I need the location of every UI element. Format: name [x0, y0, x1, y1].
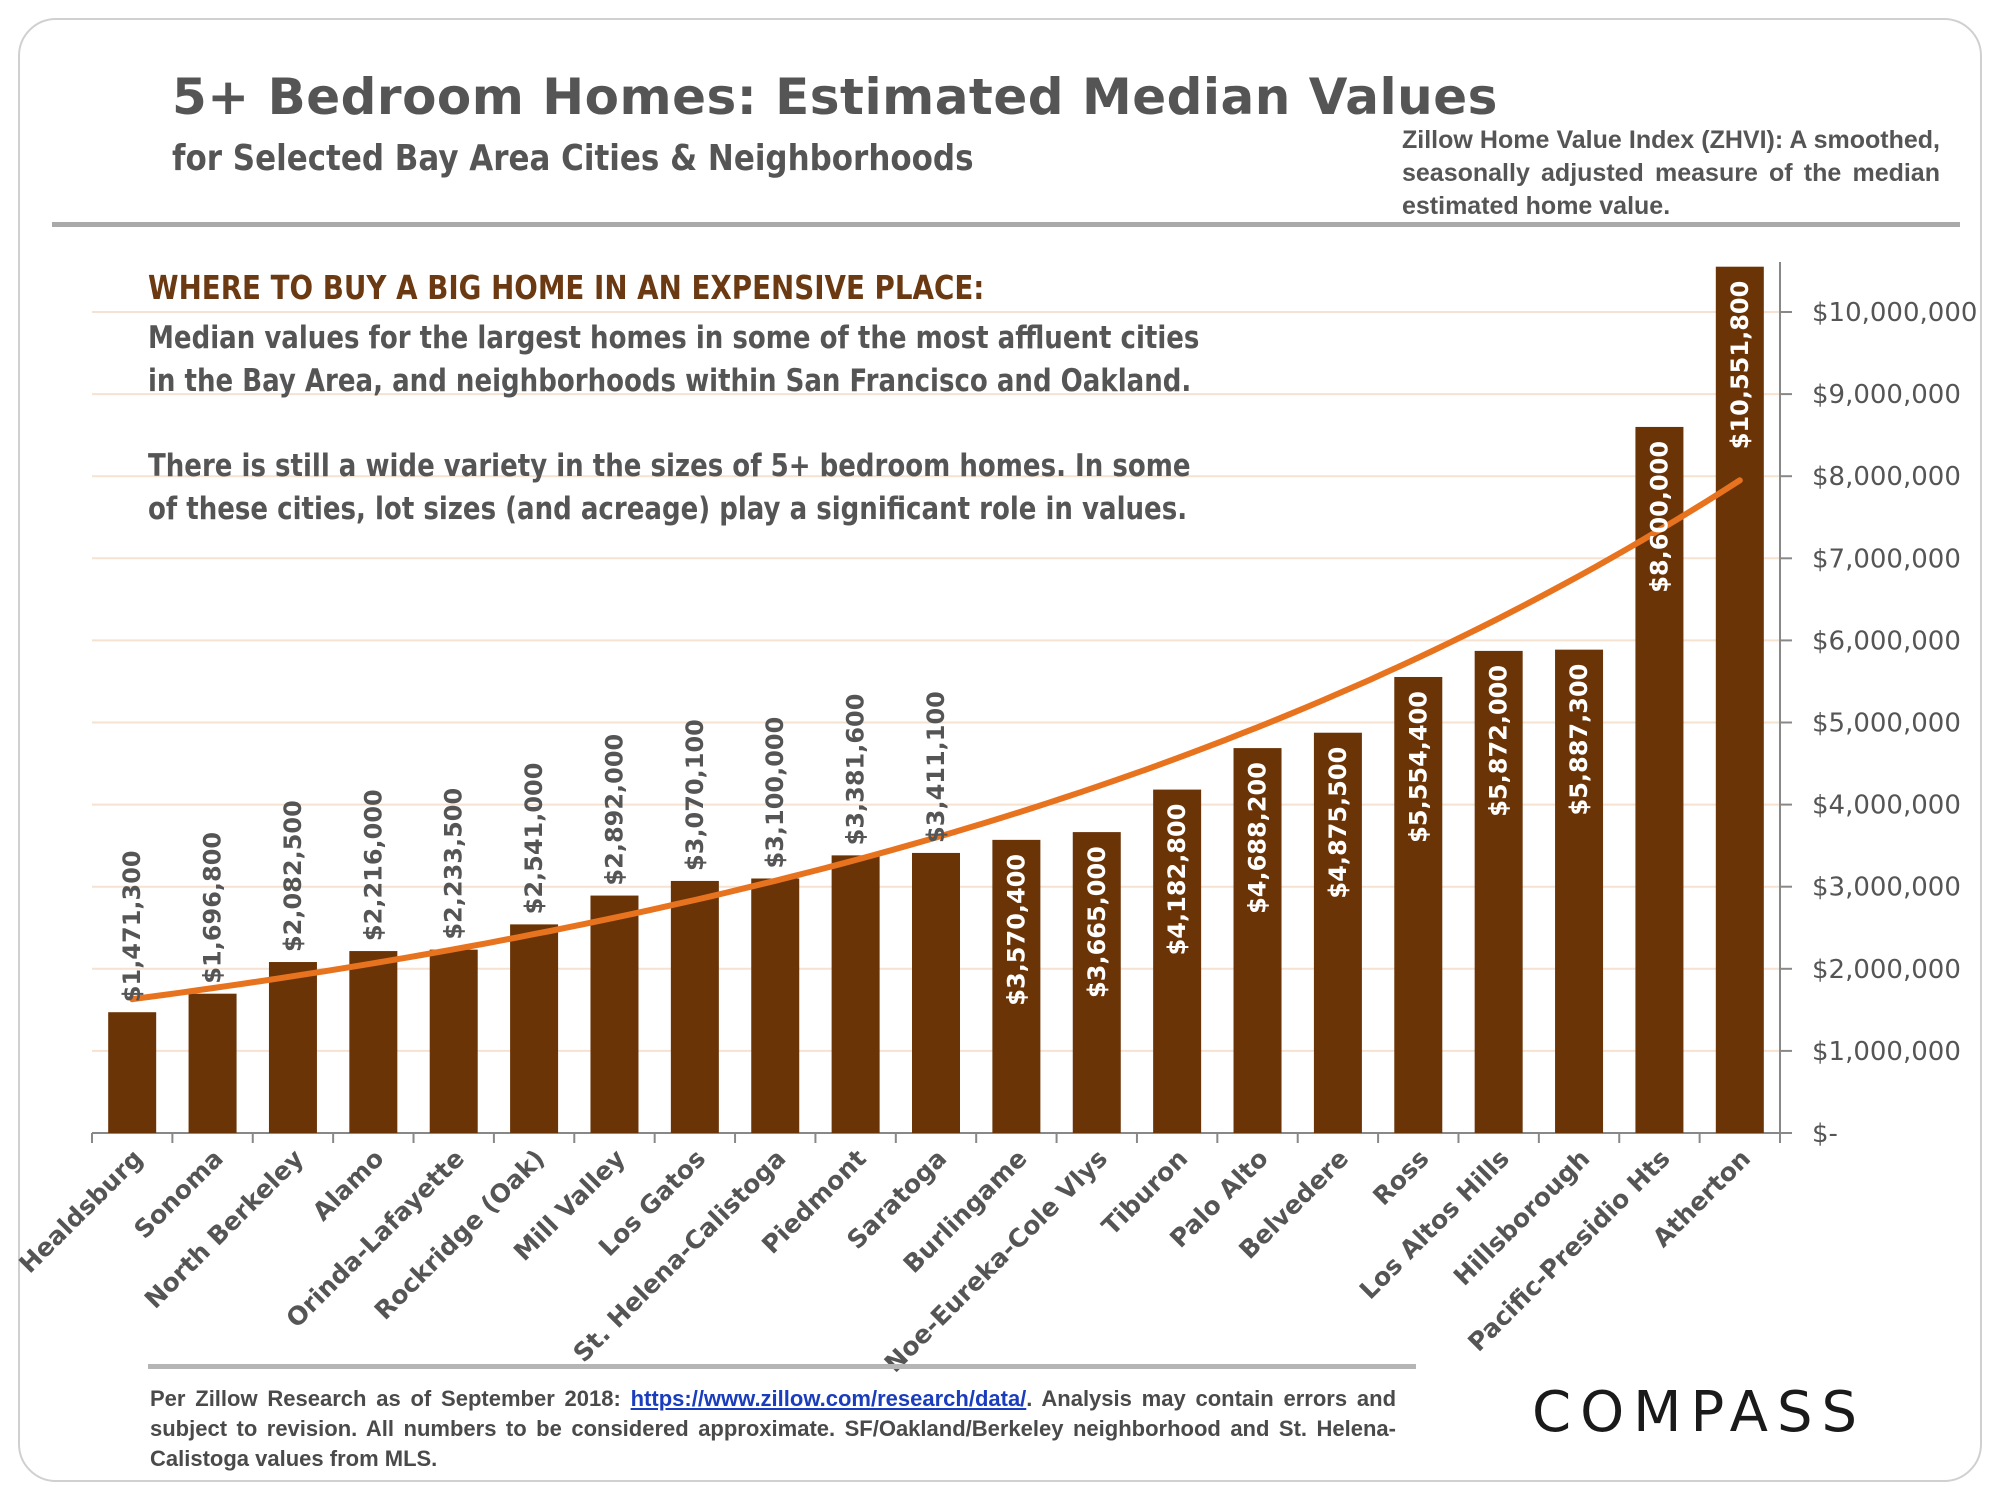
- y-tick-label: $-: [1812, 1119, 1838, 1149]
- category-label: Hillsborough: [1448, 1144, 1595, 1291]
- value-label: $3,665,000: [1083, 846, 1111, 998]
- bar: [1153, 789, 1202, 1133]
- y-tick-label: $8,000,000: [1812, 462, 1961, 492]
- value-label: $5,872,000: [1485, 665, 1513, 817]
- y-tick-label: $10,000,000: [1812, 298, 1977, 328]
- callout-line-2: in the Bay Area, and neighborhoods withi…: [148, 363, 1192, 399]
- category-label: Healdsburg: [13, 1144, 148, 1279]
- value-label: $4,688,200: [1244, 762, 1272, 914]
- slide-frame: [18, 18, 1982, 1482]
- source-suffix: . Analysis may contain errors and subjec…: [150, 1386, 1397, 1471]
- bar: [912, 852, 960, 1133]
- value-label: $2,233,500: [440, 788, 468, 940]
- category-label: Los Altos Hills: [1354, 1144, 1515, 1305]
- trendline: [129, 477, 1743, 1003]
- bar: [1233, 748, 1282, 1133]
- bar: [188, 993, 237, 1133]
- callout-line-4: of these cities, lot sizes (and acreage)…: [148, 491, 1188, 527]
- y-tick-label: $2,000,000: [1812, 955, 1961, 985]
- bar: [1715, 266, 1764, 1133]
- category-label: North Berkeley: [139, 1144, 309, 1314]
- bar: [590, 895, 639, 1133]
- callout-paragraph-1: Median values for the largest homes in s…: [148, 317, 1200, 403]
- y-tick-label: $9,000,000: [1812, 380, 1961, 410]
- bar: [349, 951, 398, 1133]
- bar: [108, 1012, 157, 1133]
- source-prefix: Per Zillow Research as of September 2018…: [150, 1386, 631, 1411]
- compass-logo: COMPASS: [1532, 1380, 1867, 1445]
- y-tick-label: $6,000,000: [1812, 626, 1961, 656]
- bar: [751, 878, 800, 1133]
- value-label: $5,887,300: [1565, 664, 1593, 816]
- value-label: $1,696,800: [199, 832, 227, 984]
- zhvi-note: Zillow Home Value Index (ZHVI): A smooth…: [1402, 126, 1940, 220]
- bar: [510, 924, 559, 1133]
- footer-divider: [148, 1364, 1416, 1369]
- page-title: 5+ Bedroom Homes: Estimated Median Value…: [172, 68, 1498, 126]
- y-tick-label: $5,000,000: [1812, 709, 1961, 739]
- value-label: $2,082,500: [279, 800, 307, 952]
- source-note: Per Zillow Research as of September 2018…: [150, 1384, 1396, 1474]
- value-label: $3,411,100: [922, 691, 950, 843]
- value-label: $4,875,500: [1324, 747, 1352, 899]
- category-label: Ross: [1367, 1144, 1434, 1211]
- callout-box: WHERE TO BUY A BIG HOME IN AN EXPENSIVE …: [148, 268, 1208, 531]
- bar: [992, 839, 1041, 1133]
- header-divider: [52, 222, 1960, 227]
- value-label: $10,551,800: [1726, 281, 1754, 450]
- category-label: Alamo: [307, 1144, 390, 1227]
- bar: [1474, 650, 1523, 1133]
- callout-line-3: There is still a wide variety in the siz…: [148, 448, 1191, 484]
- callout-paragraph-2: There is still a wide variety in the siz…: [148, 445, 1191, 531]
- value-label: $2,216,000: [359, 789, 387, 941]
- callout-line-1: Median values for the largest homes in s…: [148, 320, 1200, 356]
- bar: [1555, 649, 1604, 1133]
- y-tick-label: $7,000,000: [1812, 544, 1961, 574]
- y-tick-label: $1,000,000: [1812, 1037, 1961, 1067]
- bar: [1072, 832, 1121, 1133]
- value-label: $1,471,300: [118, 850, 146, 1002]
- source-link[interactable]: https://www.zillow.com/research/data/: [630, 1386, 1027, 1411]
- value-label: $3,100,000: [761, 717, 789, 869]
- page-subtitle: for Selected Bay Area Cities & Neighborh…: [172, 138, 974, 179]
- bar: [1394, 676, 1443, 1133]
- value-label: $8,600,000: [1645, 441, 1673, 593]
- bar: [831, 855, 880, 1133]
- bar: [1313, 732, 1362, 1133]
- y-tick-label: $3,000,000: [1812, 873, 1961, 903]
- bar: [268, 962, 317, 1133]
- bar: [429, 949, 478, 1133]
- value-label: $3,570,400: [1002, 854, 1030, 1006]
- bar: [1635, 426, 1684, 1133]
- value-label: $3,070,100: [681, 719, 709, 871]
- bar: [670, 880, 719, 1133]
- value-label: $5,554,400: [1404, 691, 1432, 843]
- callout-heading: WHERE TO BUY A BIG HOME IN AN EXPENSIVE …: [148, 268, 985, 307]
- value-label: $4,182,800: [1163, 804, 1191, 956]
- value-label: $2,541,000: [520, 763, 548, 915]
- y-tick-label: $4,000,000: [1812, 791, 1961, 821]
- value-label: $3,381,600: [842, 694, 870, 846]
- value-label: $2,892,000: [600, 734, 628, 886]
